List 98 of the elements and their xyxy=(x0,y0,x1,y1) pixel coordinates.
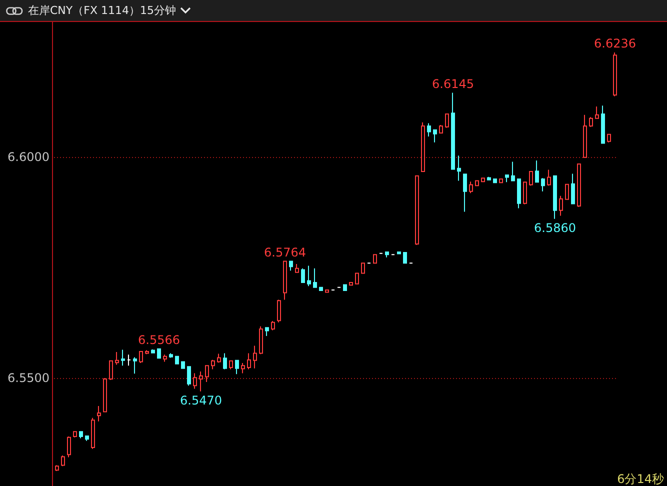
annotation: 6.5764 xyxy=(264,245,306,260)
candlestick xyxy=(97,405,101,422)
candlestick xyxy=(385,251,389,258)
candlestick xyxy=(463,173,467,212)
candlestick xyxy=(397,251,401,254)
candlestick xyxy=(127,354,131,366)
candlestick xyxy=(217,353,221,364)
candlestick xyxy=(601,105,605,144)
candlestick xyxy=(187,366,191,386)
candlestick xyxy=(85,435,89,442)
candlestick xyxy=(295,263,299,274)
y-tick-label: 6.6000 xyxy=(8,150,50,164)
candlestick xyxy=(589,116,593,128)
candlestick xyxy=(151,348,155,354)
candlestick xyxy=(301,268,305,284)
candlestick xyxy=(133,356,137,374)
candlestick xyxy=(547,169,551,186)
candlestick xyxy=(469,181,473,194)
candlestick xyxy=(505,174,509,183)
candlestick xyxy=(565,183,569,200)
candlestick xyxy=(355,272,359,285)
annotation: 6.6145 xyxy=(432,76,474,91)
candlestick xyxy=(571,173,575,204)
candlestick xyxy=(421,122,425,172)
candlestick xyxy=(55,464,59,472)
candlestick xyxy=(313,268,317,288)
candlestick xyxy=(553,174,557,220)
candlestick xyxy=(475,180,479,187)
candlestick xyxy=(115,351,119,366)
candlestick xyxy=(139,350,143,364)
candlestick xyxy=(577,163,581,208)
annotation: 6.5470 xyxy=(180,393,222,408)
candlestick xyxy=(493,178,497,184)
candlestick xyxy=(361,262,365,274)
candlestick xyxy=(109,360,113,380)
candlestick xyxy=(307,265,311,287)
candlestick xyxy=(163,354,167,362)
candlestick xyxy=(205,365,209,383)
candlestick xyxy=(427,122,431,138)
candlestick xyxy=(223,352,227,370)
candlestick xyxy=(529,171,533,186)
candlestick xyxy=(373,254,377,264)
candlestick xyxy=(595,106,599,120)
candlestick xyxy=(403,252,407,264)
candlestick xyxy=(79,430,83,439)
candlestick xyxy=(199,370,203,392)
candlestick xyxy=(559,195,563,216)
annotation: 6.5860 xyxy=(534,220,576,235)
candlestick xyxy=(175,355,179,364)
candlestick xyxy=(91,417,95,450)
candlestick xyxy=(103,378,107,412)
candlestick xyxy=(157,348,161,359)
annotation: 6分14秒 xyxy=(617,472,664,486)
candlestick xyxy=(121,349,125,366)
candlestick xyxy=(73,430,77,438)
candlestick xyxy=(145,350,149,355)
candlestick xyxy=(481,177,485,183)
candlestick xyxy=(415,174,419,246)
candlestick xyxy=(241,362,245,374)
candlestick xyxy=(439,124,443,134)
candlestick xyxy=(499,178,503,184)
candlestick xyxy=(169,352,173,358)
candlestick xyxy=(61,454,65,467)
candlestick xyxy=(67,436,71,458)
candlestick xyxy=(349,282,353,286)
candlestick xyxy=(319,286,323,291)
candlestick xyxy=(523,182,527,205)
candlestick xyxy=(343,284,347,291)
y-tick-label: 6.5500 xyxy=(8,371,50,386)
annotation: 6.6236 xyxy=(594,36,636,51)
candlestick xyxy=(517,178,521,209)
candlestick xyxy=(277,299,281,323)
candlestick xyxy=(541,178,545,192)
candlestick xyxy=(289,260,293,272)
candlestick xyxy=(229,360,233,370)
candlestick xyxy=(607,133,611,143)
chart-title: 在岸CNY（FX 1114）15分钟 xyxy=(28,3,176,18)
candlestick xyxy=(457,155,461,182)
candlestick xyxy=(253,345,257,369)
candlestick xyxy=(511,161,515,182)
candlestick xyxy=(583,114,587,158)
candlestick xyxy=(487,176,491,180)
candlestick xyxy=(613,52,617,97)
candlestick xyxy=(211,359,215,370)
candlestick xyxy=(181,360,185,369)
candlestick xyxy=(259,326,263,355)
candlestick xyxy=(451,92,455,170)
candlestick xyxy=(271,320,275,331)
candlestick xyxy=(247,352,251,370)
candlestick xyxy=(193,372,197,390)
candlestick xyxy=(433,128,437,143)
candlestick xyxy=(325,289,329,294)
candlestick xyxy=(283,260,287,300)
candlestick xyxy=(235,359,239,375)
candlestick xyxy=(445,114,449,128)
candlestick xyxy=(535,160,539,183)
candlestick xyxy=(265,326,269,337)
annotation: 6.5566 xyxy=(138,332,180,347)
